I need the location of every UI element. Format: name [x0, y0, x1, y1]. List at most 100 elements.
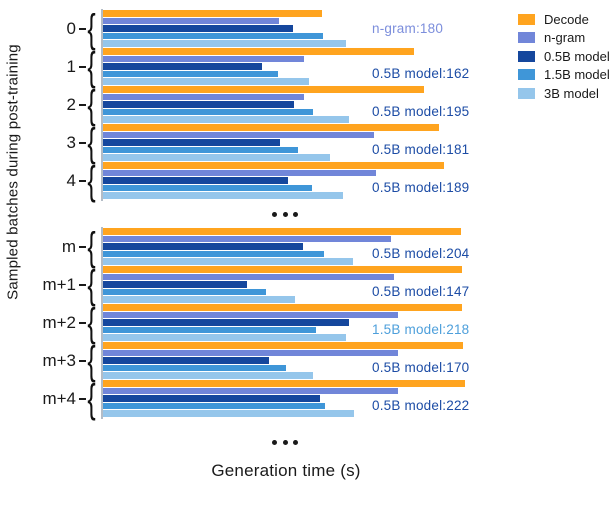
dot-icon [272, 440, 277, 445]
dot-icon [293, 212, 298, 217]
bar-group-4: 4 {0.5B model:189 [67, 161, 503, 201]
bar-group-m: m {0.5B model:204 [62, 227, 503, 267]
decode-swatch-icon [518, 13, 535, 25]
group-gutter: 2{ [0, 83, 100, 127]
legend-label: 0.5B model [544, 48, 610, 64]
bar-stack [103, 86, 424, 124]
batch-label: m+4 [42, 389, 76, 408]
bar-1-5b-model [103, 326, 317, 333]
bar-decode [103, 86, 424, 93]
batch-label: m+2 [42, 313, 76, 332]
bar-n-gram [103, 17, 280, 24]
bar-1-5b-model [103, 32, 324, 39]
batch-label: 3 [66, 133, 76, 152]
min-time-annotation: 0.5B model:181 [372, 142, 470, 157]
bar-0-5b-model [103, 25, 293, 32]
bar-3b-model [103, 78, 309, 85]
bar-1-5b-model [103, 70, 279, 77]
bar-n-gram [103, 55, 304, 62]
group-brace-icon: { [87, 83, 96, 127]
tick-mark-icon [79, 283, 86, 287]
dot-icon [282, 440, 288, 445]
bar-1-5b-model [103, 364, 286, 371]
legend-item-n-gram: n-gram [518, 29, 610, 48]
ellipsis-middle [272, 212, 298, 217]
bar-group-0: 0 { n-gram:180 [67, 9, 503, 49]
group-gutter: m+4 { [0, 377, 100, 421]
min-time-annotation: n-gram:180 [372, 21, 444, 36]
bar-3b-model [103, 410, 354, 417]
tick-mark-icon [79, 103, 86, 107]
bar-decode [103, 228, 462, 235]
legend: Decode n-gram 0.5B model 1.5B model 3B m… [518, 10, 610, 103]
bar-0-5b-model [103, 281, 247, 288]
bar-0-5b-model [103, 101, 294, 108]
bar-group-m+1: m+1 {0.5B model:147 [42, 265, 503, 305]
group-gutter: m{ [0, 227, 100, 267]
legend-item-decode: Decode [518, 10, 610, 29]
min-time-annotation: 0.5B model:170 [372, 360, 470, 375]
min-time-annotation: 0.5B model:147 [372, 284, 470, 299]
bar-decode [103, 266, 463, 273]
group-gutter: m+3 { [0, 341, 100, 381]
bar-3b-model [103, 258, 353, 265]
bar-group-m+4: m+4 {0.5B model:222 [42, 379, 503, 419]
0-5b-model-swatch-icon [518, 50, 535, 62]
group-gutter: m+2 { [0, 301, 100, 345]
tick-mark-icon [79, 397, 86, 401]
tick-mark-icon [79, 321, 86, 325]
bar-n-gram [103, 349, 398, 356]
bar-stack [103, 228, 462, 266]
bar-1-5b-model [103, 250, 325, 257]
bar-decode [103, 304, 463, 311]
legend-item-3b-model: 3B model [518, 84, 610, 103]
legend-item-0-5b-model: 0.5B model [518, 47, 610, 66]
min-time-annotation: 0.5B model:204 [372, 246, 470, 261]
bar-n-gram [103, 131, 375, 138]
group-brace-icon: { [87, 121, 96, 165]
tick-mark-icon [79, 141, 86, 145]
bar-0-5b-model [103, 357, 270, 364]
bar-stack [103, 342, 464, 380]
bar-n-gram [103, 311, 398, 318]
bar-1-5b-model [103, 108, 314, 115]
bar-decode [103, 10, 323, 17]
bar-3b-model [103, 192, 343, 199]
x-axis-title: Generation time (s) [211, 461, 361, 480]
batch-label: m [61, 237, 76, 256]
bar-3b-model [103, 296, 295, 303]
bar-group-3: 3 {0.5B model:181 [67, 123, 503, 163]
bar-n-gram [103, 273, 394, 280]
legend-label: Decode [544, 11, 589, 27]
bar-group-m+2: m+2 {1.5B model:218 [42, 303, 503, 343]
bar-1-5b-model [103, 184, 313, 191]
n-gram-swatch-icon [518, 32, 535, 44]
bar-3b-model [103, 40, 346, 47]
bar-decode [103, 342, 464, 349]
group-brace-icon: { [87, 263, 96, 307]
group-gutter: 3{ [0, 121, 100, 165]
group-brace-icon: { [87, 377, 96, 421]
legend-label: 1.5B model [544, 67, 610, 83]
group-gutter: m+1 { [0, 263, 100, 307]
group-brace-icon: { [87, 7, 96, 51]
batch-label: 4 [66, 171, 76, 190]
tick-mark-icon [79, 179, 86, 183]
batch-label: m+1 [42, 275, 76, 294]
bar-decode [103, 124, 439, 131]
tick-mark-icon [79, 27, 86, 31]
dot-icon [272, 212, 277, 217]
batch-label: 0 [66, 19, 76, 38]
plot-area: 0 {n-gram:180 1 {0.5B model:162 2 {0.5B model… [42, 9, 503, 430]
group-brace-icon: { [87, 45, 96, 89]
bar-0-5b-model [103, 395, 321, 402]
bar-group-2: 2 {0.5B model:195 [67, 85, 503, 125]
bar-stack [103, 124, 439, 162]
bar-decode [103, 162, 444, 169]
group-brace-icon: { [87, 301, 96, 345]
min-time-annotation: 0.5B model:162 [372, 66, 470, 81]
tick-mark-icon [79, 359, 86, 363]
min-time-annotation: 1.5B model:218 [372, 322, 470, 337]
bar-0-5b-model [103, 177, 288, 184]
